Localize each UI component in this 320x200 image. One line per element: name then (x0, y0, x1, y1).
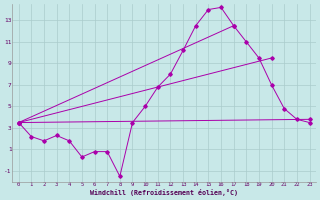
X-axis label: Windchill (Refroidissement éolien,°C): Windchill (Refroidissement éolien,°C) (90, 189, 238, 196)
